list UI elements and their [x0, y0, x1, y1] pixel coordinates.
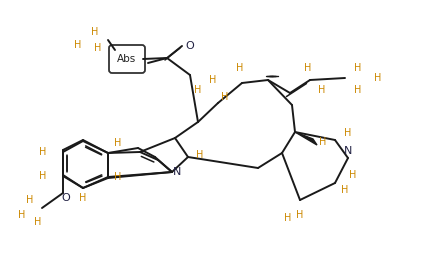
Text: O: O	[185, 41, 194, 51]
Text: H: H	[284, 213, 291, 223]
Text: H: H	[340, 185, 348, 195]
Text: N: N	[173, 167, 181, 177]
Text: H: H	[209, 75, 216, 85]
Text: H: H	[194, 85, 201, 95]
Text: H: H	[354, 85, 361, 95]
Text: H: H	[343, 128, 351, 138]
Text: H: H	[39, 171, 46, 181]
Text: H: H	[221, 92, 228, 102]
Text: H: H	[74, 40, 81, 50]
Text: H: H	[26, 195, 34, 205]
Text: H: H	[114, 172, 121, 182]
Text: Abs: Abs	[117, 54, 136, 64]
Text: H: H	[319, 137, 326, 147]
Text: H: H	[39, 147, 46, 157]
Polygon shape	[294, 132, 316, 145]
Text: H: H	[79, 193, 86, 203]
Text: H: H	[94, 43, 101, 53]
Text: H: H	[374, 73, 381, 83]
Text: H: H	[196, 150, 203, 160]
Text: H: H	[18, 210, 26, 220]
FancyBboxPatch shape	[109, 45, 145, 73]
Text: H: H	[236, 63, 243, 73]
Text: H: H	[317, 85, 325, 95]
Text: H: H	[304, 63, 311, 73]
Text: H: H	[91, 27, 98, 37]
Text: O: O	[61, 193, 70, 203]
Text: H: H	[354, 63, 361, 73]
Text: H: H	[348, 170, 356, 180]
Text: H: H	[34, 217, 42, 227]
Text: H: H	[296, 210, 303, 220]
Text: N: N	[343, 146, 351, 156]
Text: H: H	[114, 138, 121, 148]
